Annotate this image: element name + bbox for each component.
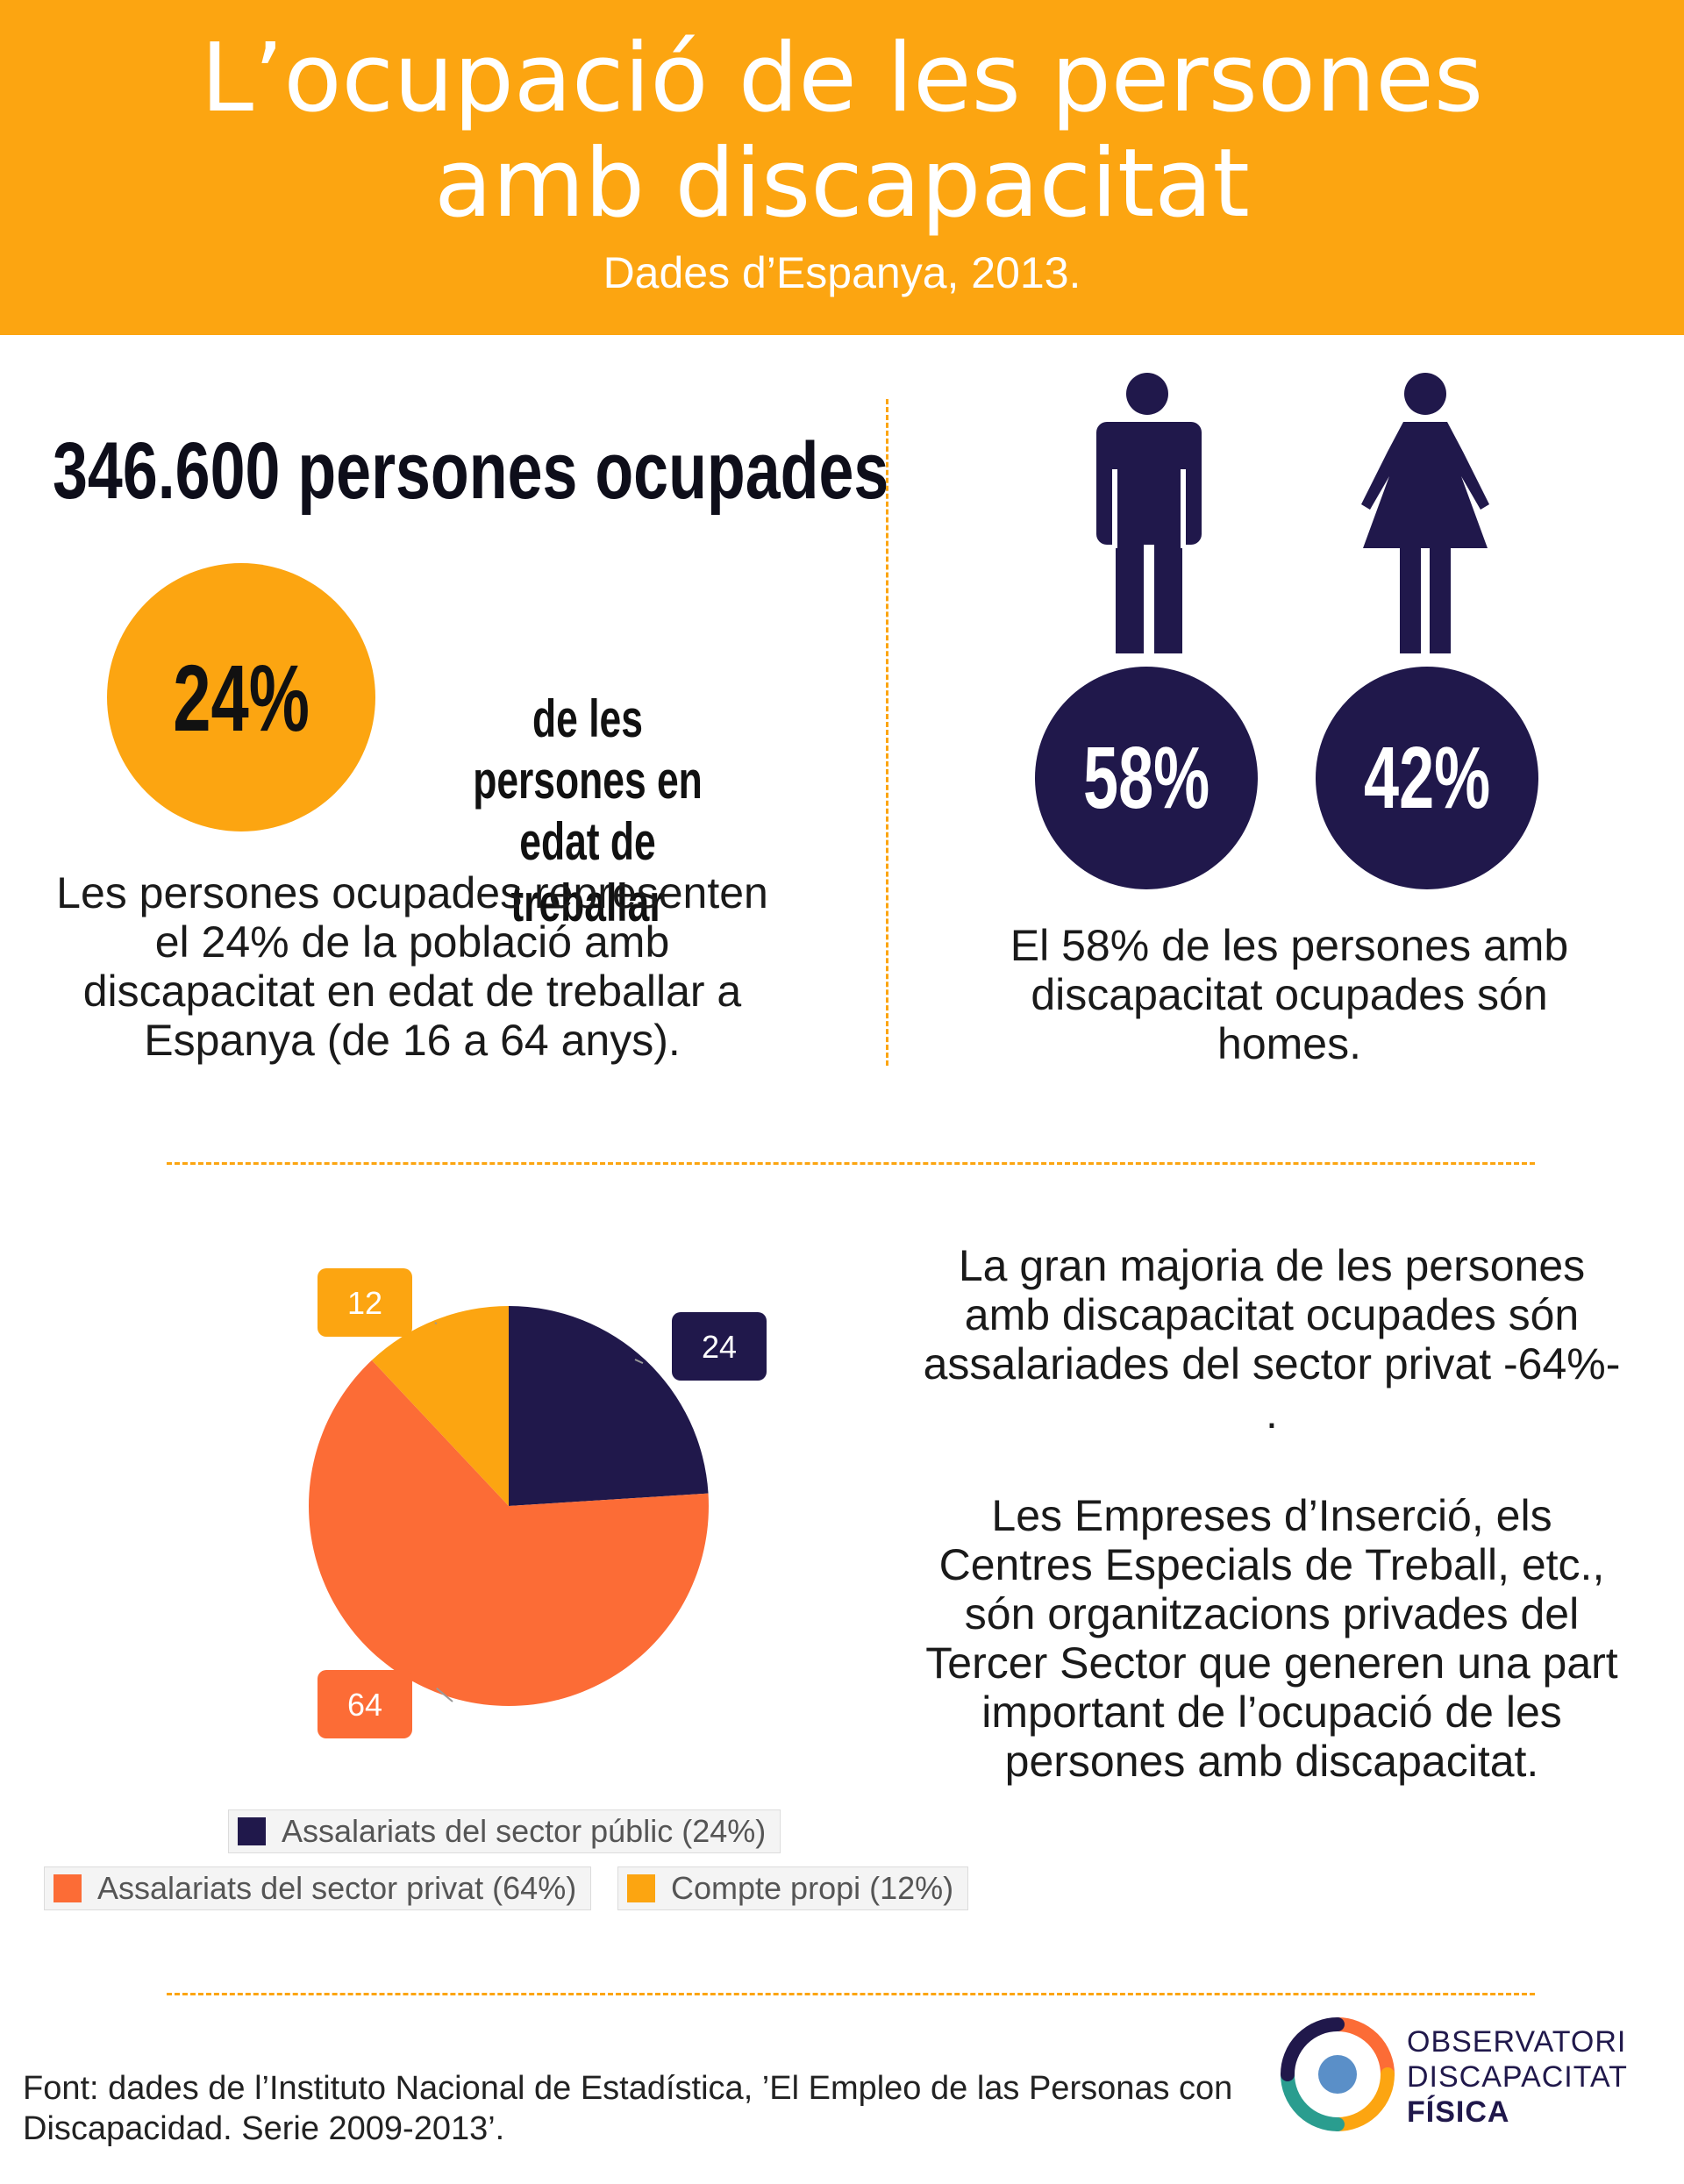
percent-value: 24% (173, 644, 310, 751)
logo-line-2: DISCAPACITAT (1407, 2060, 1628, 2094)
percent-circle-label: 24% (107, 563, 375, 831)
pie-slice-public (509, 1306, 709, 1506)
observatori-logo-icon (1281, 2017, 1395, 2131)
vertical-divider (886, 399, 888, 1066)
data-label-self-employed-box (318, 1268, 412, 1337)
legend-swatch-self-employed (627, 1874, 655, 1902)
data-label-public: 24 (702, 1329, 737, 1365)
data-label-private: 64 (347, 1687, 382, 1723)
percent-caption: de les persones en edat de treballar (412, 627, 763, 934)
man-icon (1096, 373, 1202, 653)
data-label-public-box (672, 1312, 767, 1381)
men-percent: 58% (1082, 728, 1210, 827)
data-label-self-employed-leader (434, 1322, 438, 1325)
source-note: Font: dades de l’Instituto Nacional de E… (23, 2070, 1233, 2147)
logo-line-1: OBSERVATORI (1407, 2025, 1627, 2059)
sector-pie-chart: 24 64 12 (309, 1268, 767, 1738)
legend-label-self-employed: Compte propi (12%) (671, 1870, 954, 1906)
women-percent-circle: 42% (1316, 667, 1538, 889)
page-title: L’ocupació de les persones amb discapaci… (200, 24, 1484, 239)
gender-description: El 58% de les persones amb discapacitat … (1010, 921, 1569, 1068)
data-label-private-leader (436, 1687, 453, 1702)
pie-slice-self-employed (371, 1306, 509, 1506)
legend-item-self-employed: Compte propi (12%) (617, 1866, 969, 1910)
header-banner (0, 0, 1684, 335)
section-divider-1 (167, 1162, 1535, 1165)
pie-slice-private (309, 1360, 709, 1706)
women-percent: 42% (1363, 728, 1491, 827)
legend-item-private: Assalariats del sector privat (64%) (44, 1866, 592, 1910)
page-subtitle: Dades d’Espanya, 2013. (603, 248, 1081, 297)
employed-headline: 346.600 persones ocupades (53, 426, 889, 516)
legend-swatch-public (238, 1817, 266, 1845)
logo-line-3: FÍSICA (1407, 2095, 1510, 2129)
legend-label-public: Assalariats del sector públic (24%) (282, 1813, 767, 1849)
sector-paragraph-1: La gran majoria de les persones amb disc… (923, 1241, 1621, 1438)
observatori-logo-text: OBSERVATORI DISCAPACITAT FÍSICA (1407, 2024, 1628, 2130)
employment-description: Les persones ocupades representen el 24%… (56, 868, 768, 1065)
legend-label-private: Assalariats del sector privat (64%) (97, 1870, 577, 1906)
men-percent-circle: 58% (1035, 667, 1258, 889)
section-divider-2 (167, 1993, 1535, 1995)
legend-swatch-private (54, 1874, 82, 1902)
data-label-self-employed: 12 (347, 1285, 382, 1321)
data-label-public-leader (634, 1359, 644, 1365)
sector-paragraph-2: Les Empreses d’Inserció, els Centres Esp… (925, 1491, 1618, 1786)
woman-icon (1361, 373, 1489, 653)
data-label-private-box (318, 1670, 412, 1738)
percent-caption-text: de les persones en edat de treballar (473, 689, 703, 932)
legend-item-public: Assalariats del sector públic (24%) (228, 1809, 781, 1853)
percent-circle (107, 563, 375, 831)
